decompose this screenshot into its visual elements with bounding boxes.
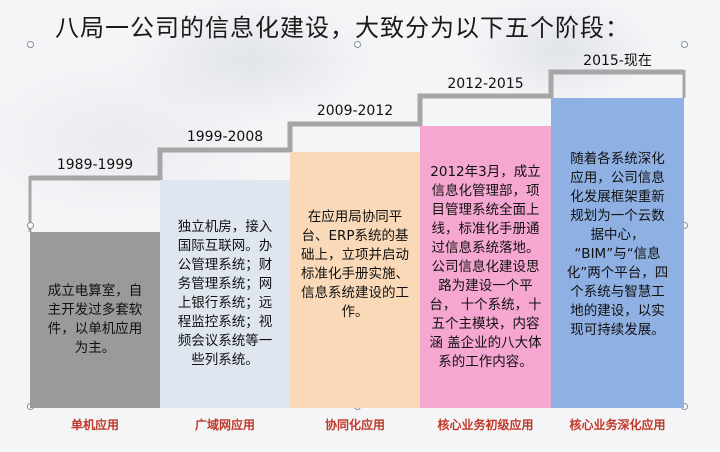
page-title: 八局一公司的信息化建设，大致分为以下五个阶段：: [55, 14, 630, 42]
stage-3-text: 在应用局协同平台、ERP系统的基础上，立项并启动标准化手册实施、信息系统建设的工…: [301, 209, 409, 320]
stage-3-box: 在应用局协同平台、ERP系统的基础上，立项并启动标准化手册实施、信息系统建设的工…: [290, 152, 420, 408]
stage-4-name: 核心业务初级应用: [437, 418, 534, 432]
stage-5-box: 随着各系统深化应用，公司信息化发展框架重新规划为一个云数据中心， “BIM”与“…: [551, 98, 684, 408]
stage-1-text: 成立电算室，自主开发过多套软件，以单机应用为主。: [47, 283, 143, 356]
stage-1-years: 1989-1999: [56, 157, 134, 173]
stage-3-name: 协同化应用: [324, 418, 385, 432]
stage-1-box: 成立电算室，自主开发过多套软件，以单机应用为主。: [30, 232, 160, 408]
stage-2-box: 独立机房，接入国际互联网。办公管理系统；财务管理系统；网上银行系统；远程监控系统…: [160, 180, 290, 408]
stage-2-name: 广域网应用: [194, 418, 255, 432]
selection-handle-top-right: [681, 41, 688, 48]
selection-handle-top-mid: [354, 41, 361, 48]
stage-5-text: 随着各系统深化应用，公司信息化发展框架重新规划为一个云数据中心， “BIM”与“…: [566, 151, 669, 338]
stage-1-name: 单机应用: [70, 418, 119, 432]
stage-3-years: 2009-2012: [316, 103, 394, 119]
stage-4-text: 2012年3月，成立 信息化管理部，项目管理系统全面上 线，标准化手册通过信息系…: [429, 163, 542, 370]
stage-4-years: 2012-2015: [447, 76, 524, 92]
stage-2-years: 1999-2008: [186, 129, 264, 145]
selection-handle-top-left: [27, 41, 34, 48]
selection-handle-mid-left: [27, 222, 34, 229]
stage-4-box: 2012年3月，成立 信息化管理部，项目管理系统全面上 线，标准化手册通过信息系…: [420, 126, 551, 408]
stage-5-years: 2015-现在: [583, 53, 652, 69]
stage-5-name: 核心业务深化应用: [569, 418, 666, 432]
stage-2-text: 独立机房，接入国际互联网。办公管理系统；财务管理系统；网上银行系统；远程监控系统…: [177, 219, 273, 368]
